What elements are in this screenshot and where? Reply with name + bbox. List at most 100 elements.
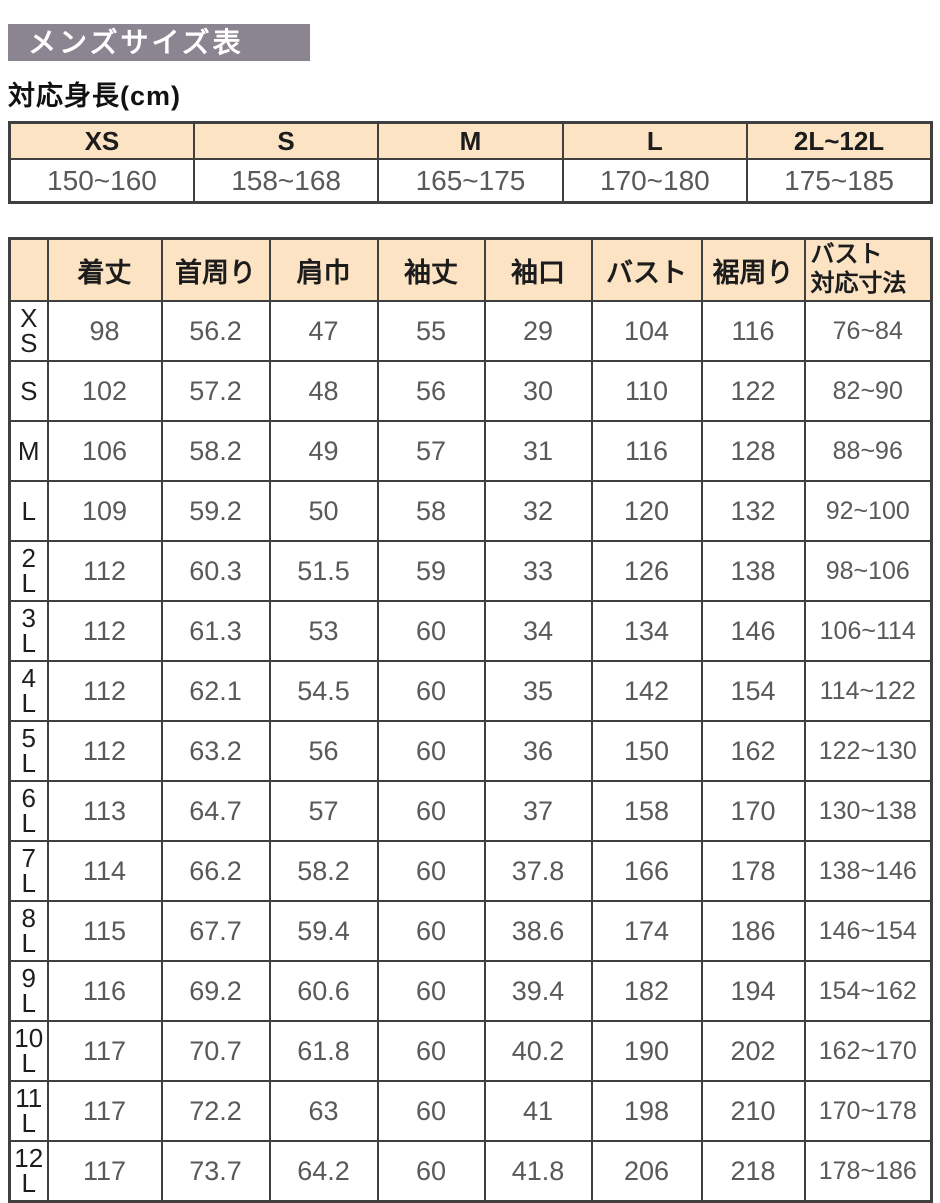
measurement-cell: 33 (483, 540, 593, 602)
measurement-cell: 178 (700, 840, 806, 902)
measurement-cell: 112 (46, 540, 163, 602)
measurement-cell: 37 (483, 780, 593, 842)
measurement-cell: 158 (590, 780, 703, 842)
measurement-cell: 114 (46, 840, 163, 902)
measurement-cell: 174 (590, 900, 703, 962)
size-label: 9 L (8, 960, 49, 1022)
measurement-cell: 60 (376, 1020, 486, 1082)
height-range-cell: 175~185 (746, 158, 933, 204)
bust-range-cell: 122~130 (803, 720, 933, 782)
measurement-cell: 60 (376, 660, 486, 722)
measurement-cell: 166 (590, 840, 703, 902)
measurement-cell: 104 (590, 300, 703, 362)
size-label: X S (8, 300, 49, 362)
measurement-cell: 49 (268, 420, 379, 482)
page-title: メンズサイズ表 (8, 24, 310, 61)
size-label: 6 L (8, 780, 49, 842)
size-label: 7 L (8, 840, 49, 902)
measurement-cell: 194 (700, 960, 806, 1022)
size-label: 3 L (8, 600, 49, 662)
measurement-cell: 34 (483, 600, 593, 662)
measurement-cell: 73.7 (160, 1140, 271, 1203)
measurement-cell: 198 (590, 1080, 703, 1142)
measurement-cell: 126 (590, 540, 703, 602)
size-row: M 106 58.2 49 57 31 116 128 88~96 (8, 420, 933, 482)
height-section-label: 対応身長(cm) (8, 81, 182, 111)
measurement-cell: 134 (590, 600, 703, 662)
measurement-cell: 162 (700, 720, 806, 782)
size-label: 8 L (8, 900, 49, 962)
size-row: 12 L 117 73.7 64.2 60 41.8 206 218 178~186 (8, 1140, 933, 1203)
measurement-cell: 59.4 (268, 900, 379, 962)
measurement-cell: 41 (483, 1080, 593, 1142)
measurement-cell: 41.8 (483, 1140, 593, 1203)
measurement-cell: 61.3 (160, 600, 271, 662)
measurement-cell: 202 (700, 1020, 806, 1082)
measurement-cell: 58.2 (160, 420, 271, 482)
column-header: 裾周り (700, 237, 806, 302)
size-row: 3 L 112 61.3 53 60 34 134 146 106~114 (8, 600, 933, 662)
measurement-cell: 72.2 (160, 1080, 271, 1142)
bust-range-cell: 114~122 (803, 660, 933, 722)
bust-range-cell: 162~170 (803, 1020, 933, 1082)
measurement-cell: 62.1 (160, 660, 271, 722)
measurement-cell: 120 (590, 480, 703, 542)
measurement-cell: 117 (46, 1020, 163, 1082)
measurement-cell: 60 (376, 720, 486, 782)
measurement-cell: 56.2 (160, 300, 271, 362)
size-label: M (8, 420, 49, 482)
measurement-cell: 54.5 (268, 660, 379, 722)
measurement-cell: 63 (268, 1080, 379, 1142)
bust-range-cell: 98~106 (803, 540, 933, 602)
measurement-cell: 117 (46, 1140, 163, 1203)
measurement-cell: 40.2 (483, 1020, 593, 1082)
measurement-cell: 58 (376, 480, 486, 542)
bust-range-cell: 76~84 (803, 300, 933, 362)
size-label: 11 L (8, 1080, 49, 1142)
measurement-cell: 60 (376, 840, 486, 902)
measurement-cell: 60 (376, 780, 486, 842)
bust-range-cell: 82~90 (803, 360, 933, 422)
measurement-cell: 109 (46, 480, 163, 542)
column-header: 肩巾 (268, 237, 379, 302)
measurement-cell: 35 (483, 660, 593, 722)
measurement-cell: 29 (483, 300, 593, 362)
column-header: 袖口 (483, 237, 593, 302)
measurement-cell: 102 (46, 360, 163, 422)
size-row: L 109 59.2 50 58 32 120 132 92~100 (8, 480, 933, 542)
measurement-cell: 112 (46, 600, 163, 662)
measurement-cell: 138 (700, 540, 806, 602)
measurement-cell: 37.8 (483, 840, 593, 902)
height-range-cell: 165~175 (377, 158, 564, 204)
measurement-cell: 116 (46, 960, 163, 1022)
size-row: 7 L 114 66.2 58.2 60 37.8 166 178 138~146 (8, 840, 933, 902)
height-size-header: M (377, 121, 564, 160)
measurement-cell: 39.4 (483, 960, 593, 1022)
size-label: 5 L (8, 720, 49, 782)
measurement-cell: 186 (700, 900, 806, 962)
column-header: バスト (590, 237, 703, 302)
measurement-cell: 146 (700, 600, 806, 662)
height-table-value-row: 150~160 158~168 165~175 170~180 175~185 (8, 158, 933, 204)
height-size-header: S (192, 121, 380, 160)
size-label: 12 L (8, 1140, 49, 1203)
measurement-cell: 59 (376, 540, 486, 602)
bust-range-cell: 170~178 (803, 1080, 933, 1142)
measurement-cell: 61.8 (268, 1020, 379, 1082)
measurement-cell: 115 (46, 900, 163, 962)
size-label: S (8, 360, 49, 422)
measurement-cell: 60 (376, 600, 486, 662)
bust-range-cell: 106~114 (803, 600, 933, 662)
size-label: 4 L (8, 660, 49, 722)
height-range-cell: 150~160 (8, 158, 195, 204)
measurement-cell: 30 (483, 360, 593, 422)
measurement-cell: 122 (700, 360, 806, 422)
measurement-cell: 51.5 (268, 540, 379, 602)
size-row: 5 L 112 63.2 56 60 36 150 162 122~130 (8, 720, 933, 782)
size-label: L (8, 480, 49, 542)
column-header: 着丈 (46, 237, 163, 302)
measurement-cell: 60 (376, 1140, 486, 1203)
measurement-cell: 36 (483, 720, 593, 782)
column-header: 首周り (160, 237, 271, 302)
